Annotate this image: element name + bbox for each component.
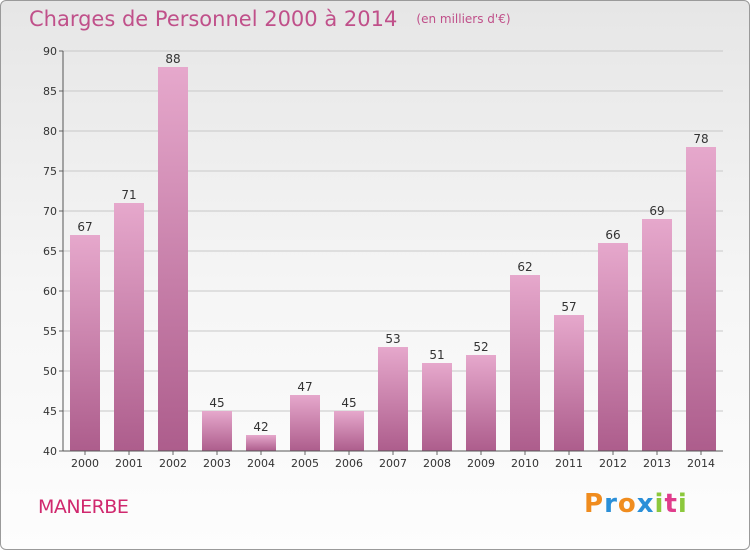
x-tick-label: 2000: [71, 457, 99, 470]
bar: [290, 395, 320, 451]
chart-title: Charges de Personnel 2000 à 2014: [29, 7, 398, 31]
data-label: 62: [517, 260, 532, 274]
y-tick-label: 60: [43, 285, 57, 298]
title-block: Charges de Personnel 2000 à 2014 (en mil…: [29, 7, 511, 31]
data-label: 88: [165, 52, 180, 66]
bar: [466, 355, 496, 451]
x-tick-label: 2008: [423, 457, 451, 470]
bar: [158, 67, 188, 451]
x-tick-label: 2013: [643, 457, 671, 470]
chart-subtitle: (en milliers d'€): [416, 12, 511, 26]
x-tick-label: 2004: [247, 457, 275, 470]
data-label: 52: [473, 340, 488, 354]
y-tick-label: 90: [43, 45, 57, 58]
bar: [246, 435, 276, 451]
x-tick-label: 2012: [599, 457, 627, 470]
y-tick-label: 45: [43, 405, 57, 418]
bar: [422, 363, 452, 451]
data-label: 78: [693, 132, 708, 146]
bar: [114, 203, 144, 451]
data-label: 51: [429, 348, 444, 362]
data-label: 53: [385, 332, 400, 346]
commune-name: MANERBE: [38, 496, 129, 518]
logo-letter: t: [664, 489, 678, 519]
x-tick-label: 2009: [467, 457, 495, 470]
data-label: 45: [209, 396, 224, 410]
bar: [378, 347, 408, 451]
x-tick-label: 2006: [335, 457, 363, 470]
logo-letter: i: [654, 489, 665, 519]
proxiti-logo[interactable]: Proxiti: [584, 489, 688, 519]
logo-letter: x: [636, 489, 655, 519]
x-tick-label: 2010: [511, 457, 539, 470]
data-label: 71: [121, 188, 136, 202]
logo-letter: i: [677, 489, 688, 519]
data-label: 69: [649, 204, 664, 218]
bar: [686, 147, 716, 451]
data-label: 42: [253, 420, 268, 434]
y-tick-label: 40: [43, 445, 57, 458]
bar: [642, 219, 672, 451]
y-tick-label: 75: [43, 165, 57, 178]
data-label: 57: [561, 300, 576, 314]
logo-letter: r: [604, 489, 618, 519]
bar: [334, 411, 364, 451]
y-tick-label: 50: [43, 365, 57, 378]
x-tick-label: 2002: [159, 457, 187, 470]
y-tick-label: 65: [43, 245, 57, 258]
y-tick-label: 70: [43, 205, 57, 218]
y-tick-label: 85: [43, 85, 57, 98]
bar: [202, 411, 232, 451]
bar: [598, 243, 628, 451]
y-tick-label: 55: [43, 325, 57, 338]
x-tick-label: 2003: [203, 457, 231, 470]
x-tick-label: 2005: [291, 457, 319, 470]
x-tick-label: 2011: [555, 457, 583, 470]
logo-letter: o: [617, 489, 637, 519]
x-tick-label: 2001: [115, 457, 143, 470]
data-label: 47: [297, 380, 312, 394]
data-label: 45: [341, 396, 356, 410]
data-label: 67: [77, 220, 92, 234]
bar: [554, 315, 584, 451]
bar: [70, 235, 100, 451]
y-tick-label: 80: [43, 125, 57, 138]
x-tick-label: 2007: [379, 457, 407, 470]
bar: [510, 275, 540, 451]
x-tick-label: 2014: [687, 457, 715, 470]
logo-letter: P: [584, 489, 605, 519]
data-label: 66: [605, 228, 620, 242]
